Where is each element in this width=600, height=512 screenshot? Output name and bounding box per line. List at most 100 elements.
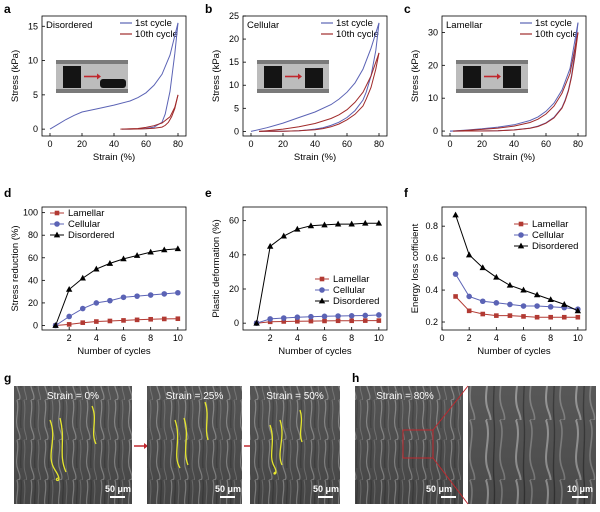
panel-b-ytick-label: 25	[229, 11, 239, 21]
panel-d-data-point	[148, 316, 153, 322]
zoom-region-box	[402, 429, 434, 459]
panel-a-xtick-label: 0	[47, 139, 52, 149]
panel-d-data-point	[93, 265, 100, 272]
panel-f-data-point	[479, 298, 486, 305]
panel-b-ytick-label: 10	[229, 80, 239, 90]
panel-a-legend-label: 10th cycle	[135, 29, 178, 40]
panel-d-series-line	[55, 248, 178, 326]
panel-e-data-point	[348, 313, 355, 319]
panel-e-series-line	[256, 222, 379, 324]
panel-d-data-point	[65, 285, 73, 292]
panel-b-ytick-label: 0	[234, 126, 239, 136]
panel-f-data-point	[547, 296, 554, 303]
panel-d-data-point	[133, 252, 141, 258]
panel-e-data-point	[334, 220, 342, 227]
panel-a-xtick-label: 80	[173, 139, 183, 149]
panel-c-xlabel: Strain (%)	[493, 152, 535, 163]
panel-e-xtick-label: 4	[295, 333, 300, 343]
panel-b-legend-label: 10th cycle	[336, 29, 379, 40]
panel-b-ytick-label: 20	[229, 34, 239, 44]
top-row: a 0 20 40 60 80 0 5 10 15 Strain (%) Stress (kPa) Di…	[4, 2, 587, 163]
panel-d-data-point	[134, 317, 140, 323]
panel-a-legend-label: 1st cycle	[135, 18, 172, 29]
panel-b-ylabel: Stress (kPa)	[211, 50, 222, 102]
panel-d-legend-marker	[54, 221, 60, 227]
panel-e-legend-marker	[319, 287, 325, 293]
panel-letter-c: c	[404, 2, 411, 16]
panel-letter-f: f	[404, 186, 409, 200]
inset-arrow-head	[497, 73, 501, 80]
panel-d-data-point	[66, 313, 72, 320]
panel-d-data-point	[107, 297, 113, 304]
panel-e-ytick-label: 0	[234, 318, 239, 328]
inset-platen-top	[456, 60, 528, 64]
panel-e-xlabel: Number of cycles	[278, 346, 352, 357]
inset-platen-top	[257, 60, 329, 64]
panel-f-data-point	[452, 211, 459, 218]
panel-d-data-point	[120, 255, 127, 262]
fiber-highlight	[174, 419, 181, 469]
panel-d-data-point	[175, 289, 181, 296]
panel-e-data-point	[376, 318, 382, 323]
panel-f-series-line	[455, 273, 578, 310]
panel-e-ylabel: Plastic deformation (%)	[211, 219, 222, 317]
panel-f-legend-label: Lamellar	[532, 219, 568, 230]
fiber-highlight	[183, 417, 189, 466]
panel-f-data-point	[548, 314, 553, 320]
panel-f-data-point	[466, 293, 472, 300]
panel-a-title: Disordered	[46, 20, 92, 31]
panel-f: f 0 2 4 6 8 10 0.2 0.4 0.6 0.8 Number of cycles Ener…	[404, 186, 587, 357]
scale-bar-label: 50 μm	[215, 484, 241, 494]
panel-b-ytick-label: 15	[229, 57, 239, 67]
panel-f-data-point	[561, 314, 567, 320]
panel-f-series-line	[455, 214, 579, 312]
panel-c-ytick-label: 30	[428, 27, 438, 37]
panel-letter-b: b	[205, 2, 212, 16]
panel-f-data-point	[533, 291, 541, 298]
sem-shading	[250, 386, 340, 504]
panel-d-data-point	[121, 318, 126, 323]
micrograph-h-2: 10 μm	[468, 386, 596, 504]
inset-sample-after	[100, 79, 126, 88]
fiber-highlight	[59, 417, 67, 473]
panel-c-inset-photo	[456, 60, 528, 93]
panel-d-ytick-label: 0	[33, 320, 38, 330]
panel-d-legend-marker	[53, 231, 61, 238]
panel-a-curve-loading	[49, 22, 179, 130]
panel-e-data-point	[307, 222, 315, 229]
sem-shading	[468, 386, 596, 504]
panel-f-xtick-label: 0	[439, 333, 444, 343]
strain-label: Strain = 0%	[47, 391, 99, 402]
strain-label: Strain = 50%	[266, 391, 324, 402]
panel-a-xtick-label: 60	[141, 139, 151, 149]
panel-d-ytick-label: 100	[23, 208, 38, 218]
panel-c-xtick-label: 80	[573, 139, 583, 149]
panel-a-ytick-label: 5	[33, 90, 38, 100]
panel-e-data-point	[335, 313, 341, 319]
panel-b-xtick-label: 20	[278, 139, 288, 149]
panel-b-xtick-label: 0	[248, 139, 253, 149]
panel-f-axes-frame	[441, 206, 587, 331]
panel-d-xtick-label: 2	[67, 333, 72, 343]
strain-label: Strain = 80%	[376, 391, 434, 402]
panel-f-data-point	[465, 251, 473, 258]
panel-a-ytick-label: 10	[28, 56, 38, 66]
panel-e-data-point	[280, 232, 287, 239]
panel-f-legend-label: Cellular	[532, 230, 564, 241]
panel-d-data-point	[175, 316, 181, 322]
panel-b-curve-unloading	[258, 52, 380, 132]
panel-d-series-line	[55, 318, 178, 326]
inset-arrow-head	[97, 73, 101, 80]
panel-f-data-point	[534, 314, 540, 320]
sequence-arrow-head	[144, 443, 148, 449]
panel-b-xtick-label: 40	[310, 139, 320, 149]
panel-a-xtick-label: 40	[109, 139, 119, 149]
panel-c-xtick-label: 60	[541, 139, 551, 149]
panel-f-data-point	[452, 271, 459, 277]
panel-f-data-point	[575, 314, 581, 320]
inset-platen-top	[56, 60, 128, 64]
scale-bar-label: 50 μm	[105, 484, 131, 494]
panel-d-data-point	[161, 316, 167, 322]
